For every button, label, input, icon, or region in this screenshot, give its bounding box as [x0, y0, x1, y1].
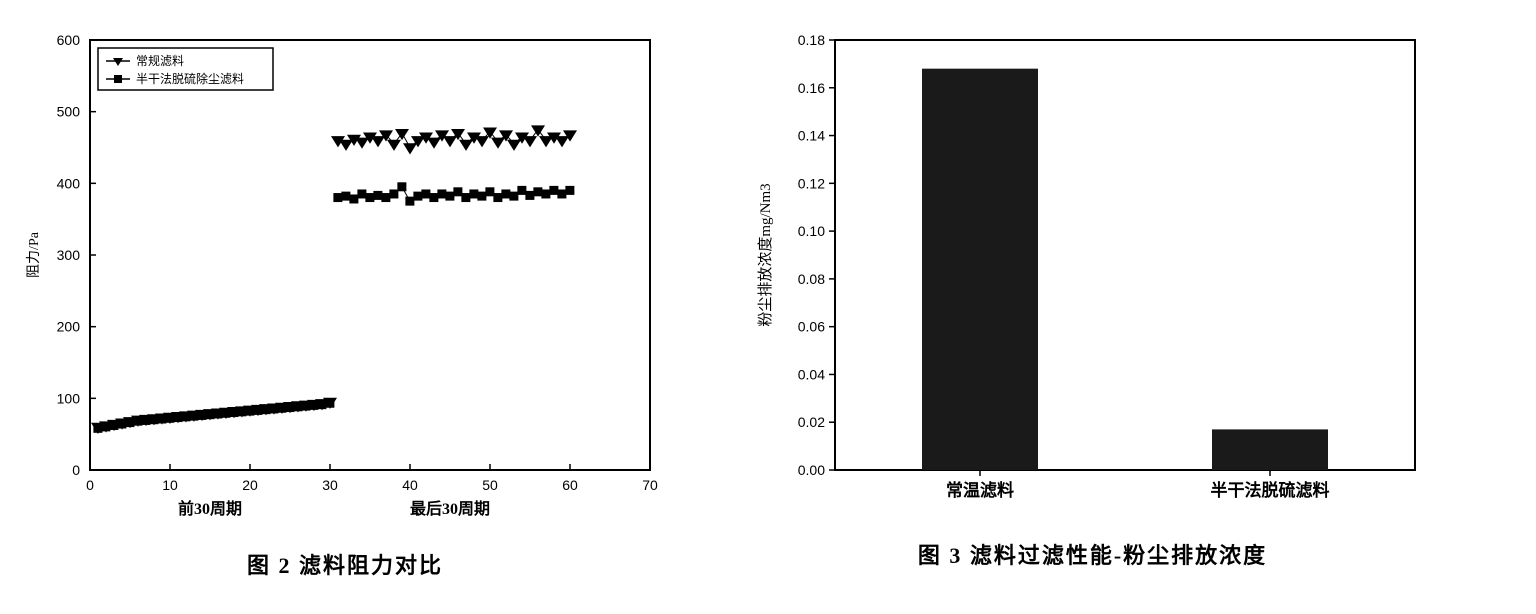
svg-text:20: 20 — [242, 477, 258, 493]
svg-text:50: 50 — [482, 477, 498, 493]
svg-text:300: 300 — [57, 247, 81, 263]
svg-text:0: 0 — [72, 462, 80, 478]
svg-text:0.06: 0.06 — [798, 319, 825, 335]
svg-text:40: 40 — [402, 477, 418, 493]
left-chart-panel: 0 10 20 30 40 50 60 70 0 100 200 300 400 500 600 阻力/Pa 前… — [20, 20, 670, 580]
resistance-scatter-chart: 0 10 20 30 40 50 60 70 0 100 200 300 400 500 600 阻力/Pa 前… — [20, 20, 670, 530]
svg-text:0.08: 0.08 — [798, 271, 825, 287]
svg-text:500: 500 — [57, 104, 81, 120]
svg-text:200: 200 — [57, 319, 81, 335]
svg-text:0.04: 0.04 — [798, 366, 825, 382]
svg-text:0.14: 0.14 — [798, 128, 825, 144]
svg-text:半干法脱硫除尘滤料: 半干法脱硫除尘滤料 — [136, 71, 244, 86]
svg-text:10: 10 — [162, 477, 178, 493]
svg-text:粉尘排放浓度mg/Nm3: 粉尘排放浓度mg/Nm3 — [757, 183, 774, 326]
svg-text:0.18: 0.18 — [798, 32, 825, 48]
left-caption: 图 2 滤料阻力对比 — [247, 548, 443, 580]
svg-text:600: 600 — [57, 32, 81, 48]
dust-bar-chart: 0.00 0.02 0.04 0.06 0.08 0.10 0.12 0.14 0.16 0.18… — [750, 20, 1435, 520]
svg-text:60: 60 — [562, 477, 578, 493]
svg-text:0.00: 0.00 — [798, 462, 825, 478]
svg-text:0: 0 — [86, 477, 94, 493]
svg-text:0.02: 0.02 — [798, 414, 825, 430]
svg-text:半干法脱硫滤料: 半干法脱硫滤料 — [1211, 480, 1330, 500]
svg-text:阻力/Pa: 阻力/Pa — [26, 231, 42, 278]
svg-text:0.12: 0.12 — [798, 175, 825, 191]
svg-text:30: 30 — [322, 477, 338, 493]
svg-text:100: 100 — [57, 390, 81, 406]
svg-text:前30周期: 前30周期 — [178, 499, 242, 518]
svg-text:常规滤料: 常规滤料 — [136, 53, 184, 68]
svg-text:400: 400 — [57, 175, 81, 191]
right-chart-panel: 0.00 0.02 0.04 0.06 0.08 0.10 0.12 0.14 0.16 0.18… — [750, 20, 1435, 580]
svg-text:70: 70 — [642, 477, 658, 493]
svg-text:最后30周期: 最后30周期 — [410, 499, 490, 518]
svg-text:常温滤料: 常温滤料 — [946, 480, 1014, 500]
right-caption: 图 3 滤料过滤性能-粉尘排放浓度 — [918, 538, 1267, 570]
svg-text:0.16: 0.16 — [798, 80, 825, 96]
svg-text:0.10: 0.10 — [798, 223, 825, 239]
